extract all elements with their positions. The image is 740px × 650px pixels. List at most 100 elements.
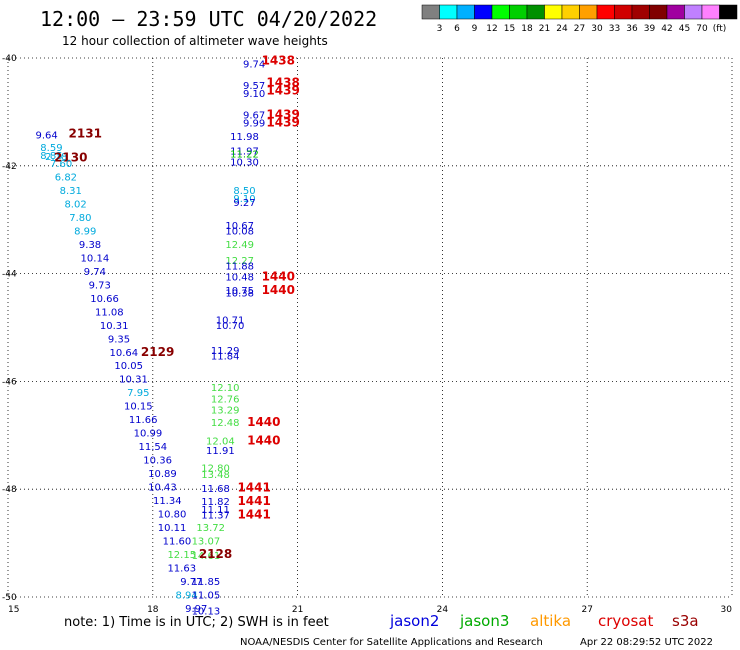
- wave-height-label: 11.05: [192, 590, 221, 601]
- colorbar-label: (ft): [713, 24, 727, 34]
- wave-height-label: 12.04: [206, 437, 235, 448]
- colorbar-label: 36: [626, 24, 638, 34]
- footer-note: note: 1) Time is in UTC; 2) SWH is in fe…: [64, 615, 329, 630]
- y-tick-label: -50: [2, 593, 17, 603]
- time-label: 1438: [262, 54, 295, 68]
- colorbar-swatch: [666, 4, 685, 20]
- wave-height-label: 11.08: [95, 307, 124, 318]
- colorbar-swatch: [579, 4, 598, 20]
- time-label: 2128: [199, 547, 232, 561]
- time-label: 1440: [247, 434, 280, 448]
- wave-height-label: 9.74: [84, 267, 106, 278]
- y-tick-label: -44: [2, 270, 17, 280]
- colorbar-swatch: [544, 4, 563, 20]
- wave-height-label: 11.34: [153, 496, 182, 507]
- wave-height-label: 13.29: [211, 405, 240, 416]
- y-axis-ticks: -40 -42 -44 -46 -48 -50: [2, 54, 17, 603]
- wave-height-label: 12.76: [211, 395, 240, 406]
- x-tick-label: 18: [147, 605, 159, 615]
- wave-height-label: 10.99: [134, 429, 163, 440]
- wave-height-label: 10.64: [110, 348, 139, 359]
- wave-height-label: 10.13: [192, 606, 221, 617]
- wave-height-label: 9.10: [243, 89, 265, 100]
- wave-height-label: 14.61: [192, 551, 221, 562]
- time-label: 2129: [141, 345, 174, 359]
- x-tick-label: 27: [581, 605, 592, 615]
- wave-height-label: 2.78: [45, 152, 67, 163]
- colorbar-label: 39: [644, 24, 656, 34]
- footer-credit: NOAA/NESDIS Center for Satellite Applica…: [240, 637, 543, 648]
- satellite-legend: jason2 jason3 altika cryosat s3a: [389, 612, 699, 630]
- wave-height-label: 10.14: [81, 253, 110, 264]
- x-tick-label: 30: [721, 605, 733, 615]
- colorbar-swatch: [509, 4, 528, 20]
- colorbar-label: 21: [539, 24, 550, 34]
- wave-height-label: 9.64: [35, 131, 57, 142]
- wave-height-label: 9.38: [79, 240, 101, 251]
- time-label: 2130: [54, 151, 87, 165]
- wave-height-label: 10.71: [216, 315, 245, 326]
- legend-entry: jason3: [459, 612, 509, 630]
- wave-height-label: 11.84: [211, 352, 240, 363]
- colorbar-label: 15: [504, 24, 515, 34]
- wave-height-label: 11.97: [230, 147, 259, 158]
- footer-timestamp: Apr 22 08:29:52 UTC 2022: [580, 637, 713, 648]
- wave-height-label: 6.82: [55, 173, 77, 184]
- wave-height-label: 9.67: [243, 111, 265, 122]
- wave-height-label: 7.60: [50, 159, 72, 170]
- wave-height-label: 13.72: [196, 523, 225, 534]
- wave-height-label: 13.07: [192, 536, 221, 547]
- time-label: 1440: [262, 283, 295, 297]
- wave-height-label: 7.95: [127, 388, 149, 399]
- time-label: 1441: [237, 508, 270, 522]
- wave-height-label: 8.50: [233, 186, 255, 197]
- x-tick-label: 24: [437, 605, 449, 615]
- wave-height-label: 10.08: [225, 226, 254, 237]
- wave-height-label: 9.97: [185, 604, 207, 615]
- colorbar-swatch: [439, 4, 458, 20]
- y-tick-label: -46: [2, 377, 17, 387]
- wave-height-label: 12.15: [167, 550, 196, 561]
- wave-height-label: 8.85: [40, 151, 62, 162]
- colorbar-swatch: [631, 4, 650, 20]
- x-tick-label: 21: [292, 605, 303, 615]
- colorbar-swatch: [649, 4, 668, 20]
- colorbar-label: 9: [472, 24, 478, 34]
- wave-height-label: 10.05: [114, 361, 143, 372]
- time-label: 1441: [237, 494, 270, 508]
- time-label: 1439: [266, 108, 299, 122]
- wave-height-label: 11.66: [129, 415, 158, 426]
- colorbar-swatch: [596, 4, 615, 20]
- colorbar-label: 12: [486, 24, 497, 34]
- x-tick-label: 15: [8, 605, 19, 615]
- wave-height-label: 11.11: [201, 505, 230, 516]
- wave-height-label: 9.57: [243, 81, 265, 92]
- wave-height-label: 10.15: [124, 402, 153, 413]
- wave-height-label: 10.31: [119, 375, 148, 386]
- wave-height-label: 11.22: [230, 149, 259, 160]
- wave-height-label: 9.73: [89, 280, 111, 291]
- colorbar-label: 45: [679, 24, 690, 34]
- y-tick-label: -42: [2, 162, 17, 172]
- plot-grid: [7, 57, 733, 598]
- wave-height-label: 11.88: [225, 262, 254, 273]
- chart-subtitle: 12 hour collection of altimeter wave hei…: [62, 34, 328, 48]
- colorbar-swatch: [684, 4, 703, 20]
- wave-height-label: 11.82: [201, 497, 230, 508]
- wave-height-label: 10.75: [225, 286, 254, 297]
- wave-height-label: 10.36: [143, 456, 172, 467]
- wave-height-label: 12.10: [211, 383, 240, 394]
- wave-height-label: 12.49: [225, 240, 254, 251]
- wave-height-label: 10.11: [158, 523, 187, 534]
- wave-height-label: 10.67: [225, 221, 254, 232]
- colorbar-label: 42: [661, 24, 672, 34]
- colorbar-swatch: [526, 4, 545, 20]
- wave-height-label: 12.48: [211, 418, 240, 429]
- wave-height-label: 8.31: [60, 186, 82, 197]
- wave-height-label: 10.43: [148, 483, 177, 494]
- wave-height-label: 11.91: [206, 446, 235, 457]
- wave-height-label: 11.54: [138, 442, 167, 453]
- time-label: 1441: [237, 481, 270, 495]
